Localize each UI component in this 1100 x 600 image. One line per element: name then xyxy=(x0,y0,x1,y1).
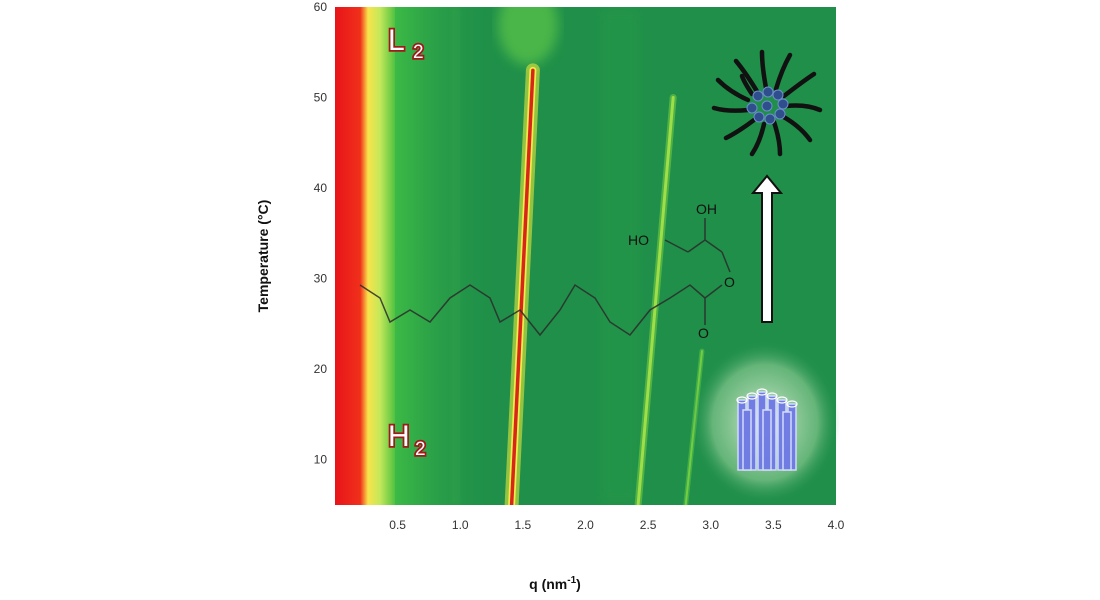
hydroxyl-label-left: HO xyxy=(628,232,649,248)
hexagonal-phase-icon xyxy=(690,340,840,505)
y-tick-label-1: 20 xyxy=(314,362,328,376)
x-axis-title: q (nm-1) xyxy=(529,575,581,592)
streak-1 xyxy=(450,7,460,505)
phase-label-top-main: L xyxy=(388,24,405,57)
reverse-micelle-icon xyxy=(711,49,823,157)
y-axis: 10 20 30 40 50 60 xyxy=(314,0,328,467)
phase-label-bottom-main: H xyxy=(388,420,410,453)
y-tick-label-5: 60 xyxy=(314,0,328,14)
x-tick-label-1: 1.0 xyxy=(452,518,469,532)
x-tick-label-0: 0.5 xyxy=(389,518,406,532)
carbonyl-oxygen-label: O xyxy=(698,325,709,341)
y-tick-label-2: 30 xyxy=(314,272,328,286)
x-axis-title-end: ) xyxy=(576,576,581,592)
low-q-band xyxy=(335,7,395,505)
y-tick-label-4: 50 xyxy=(314,91,328,105)
molecule-structure xyxy=(359,218,731,337)
x-tick-label-6: 3.5 xyxy=(765,518,782,532)
phase-label-top-sub: 2 xyxy=(413,42,424,63)
ester-oxygen-label: O xyxy=(724,274,735,290)
transition-arrow-icon xyxy=(750,174,784,323)
top-glow xyxy=(498,7,558,65)
x-tick-label-5: 3.0 xyxy=(702,518,719,532)
ridge-0-layer-2 xyxy=(509,68,535,505)
x-tick-label-2: 1.5 xyxy=(515,518,532,532)
ridge-1-layer-1 xyxy=(636,96,675,505)
y-axis-title: Temperature (°C) xyxy=(255,200,271,313)
streak-2 xyxy=(600,7,640,505)
y-tick-label-0: 10 xyxy=(314,453,328,467)
x-tick-label-4: 2.5 xyxy=(640,518,657,532)
x-axis-title-superscript: -1 xyxy=(567,575,576,586)
phase-label-top: L 2 xyxy=(386,22,425,65)
phase-label-bottom-sub: 2 xyxy=(415,439,426,460)
hydroxyl-label-top: OH xyxy=(696,201,717,217)
x-tick-label-3: 2.0 xyxy=(577,518,594,532)
phase-label-bottom: H 2 xyxy=(386,418,427,462)
x-tick-label-7: 4.0 xyxy=(828,518,845,532)
x-axis-title-main: q (nm xyxy=(529,576,567,592)
x-axis: 0.5 1.0 1.5 2.0 2.5 3.0 3.5 4.0 xyxy=(389,518,844,532)
y-tick-label-3: 40 xyxy=(314,181,328,195)
